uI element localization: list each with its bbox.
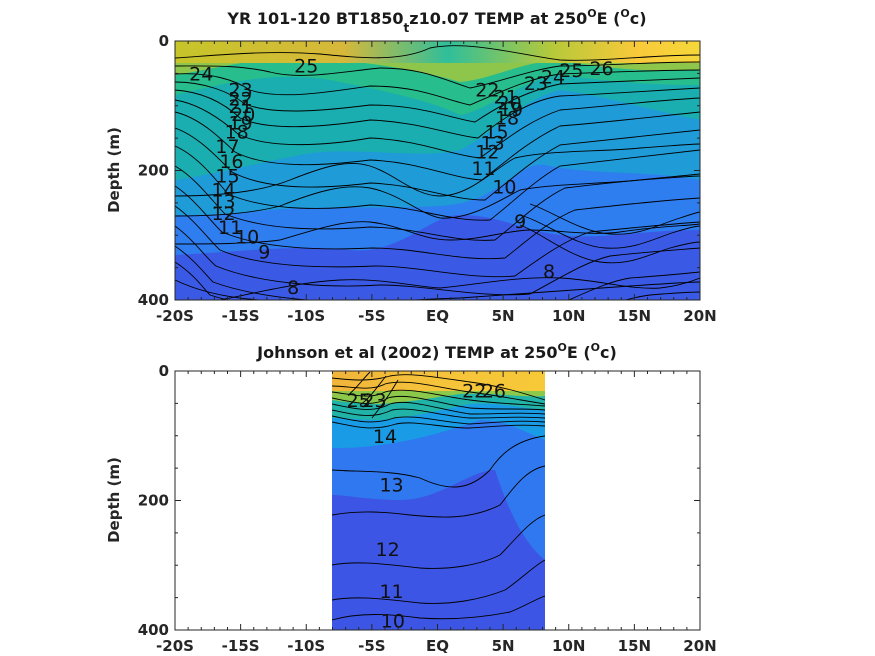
x-tick-label: -15S: [222, 307, 260, 325]
contour-label: 12: [376, 539, 400, 561]
contour-label: 8: [543, 261, 555, 283]
contour-label: 15: [215, 166, 239, 188]
x-tick-label: 20N: [683, 637, 716, 655]
contour-label: 26: [482, 380, 506, 402]
x-tick-label: -10S: [287, 637, 325, 655]
x-tick-label: -20S: [156, 307, 194, 325]
contour-label: 15: [484, 122, 508, 144]
contour-label: 21: [229, 96, 253, 118]
x-tick-label: 10N: [552, 637, 585, 655]
panel-2: Johnson et al (2002) TEMP at 250OE (Oc): [105, 341, 717, 655]
contour-label: 14: [373, 426, 397, 448]
contour-label: 13: [379, 474, 403, 496]
contour-label: 11: [379, 581, 403, 603]
contour-label: 21: [494, 87, 518, 109]
contour-label: 8: [287, 277, 299, 299]
contour-label: 10: [235, 227, 259, 249]
y-tick-label: 0: [159, 362, 169, 380]
contour-label: 9: [514, 211, 526, 233]
panel-1-contours: [175, 45, 700, 300]
contour-label: 18: [495, 107, 519, 129]
x-tick-label: 10N: [552, 307, 585, 325]
panel-2-ticks: -20S -15S -10S -5S EQ 5N 10N 15N 20N 0 200 400: [138, 362, 717, 655]
contour-label: 14: [211, 179, 235, 201]
x-tick-label: -15S: [222, 637, 260, 655]
contour-label: 12: [211, 203, 235, 225]
x-tick-label: 5N: [492, 637, 515, 655]
contour-label: 18: [225, 122, 249, 144]
panel-1: YR 101-120 BT1850tz10.07 TEMP at 250OE (…: [105, 7, 717, 325]
contour-label: 20: [498, 93, 522, 115]
contour-label: 19: [229, 113, 253, 135]
x-tick-label: -20S: [156, 637, 194, 655]
contour-label: 22: [229, 89, 253, 111]
panel-2-contours: [332, 371, 545, 621]
x-tick-label: 15N: [618, 637, 651, 655]
panel-2-ylabel: Depth (m): [105, 457, 123, 543]
x-tick-label: EQ: [426, 307, 449, 325]
x-tick-label: 20N: [683, 307, 716, 325]
x-tick-label: -5S: [358, 307, 385, 325]
y-tick-label: 400: [138, 621, 169, 639]
x-tick-label: 15N: [618, 307, 651, 325]
contour-label: 16: [219, 151, 243, 173]
panel-1-field: [175, 41, 700, 300]
x-tick-label: 5N: [492, 307, 515, 325]
contour-label: 11: [471, 158, 495, 180]
y-tick-label: 200: [138, 162, 169, 180]
panel-1-ticks: -20S -15S -10S -5S EQ 5N 10N 15N 20N 0 200 400: [138, 32, 717, 325]
panel-1-ylabel: Depth (m): [105, 127, 123, 213]
contour-label: 25: [559, 60, 583, 82]
contour-label: 23: [524, 73, 548, 95]
contour-label: 11: [218, 217, 242, 239]
contour-label: 20: [231, 104, 255, 126]
y-tick-label: 200: [138, 492, 169, 510]
contour-label: 10: [492, 177, 516, 199]
x-tick-label: -5S: [358, 637, 385, 655]
contour-label: 22: [475, 80, 499, 102]
y-tick-label: 0: [159, 32, 169, 50]
contour-label: 9: [258, 241, 270, 263]
contour-label: 12: [475, 142, 499, 164]
contour-label: 13: [481, 133, 505, 155]
panel-2-title: Johnson et al (2002) TEMP at 250OE (Oc): [256, 341, 617, 362]
x-tick-label: EQ: [426, 637, 449, 655]
contour-label: 23: [229, 80, 253, 102]
x-tick-label: -10S: [287, 307, 325, 325]
contour-label: 25: [347, 390, 371, 412]
contour-label: 26: [589, 58, 613, 80]
contour-label: 22: [462, 380, 486, 402]
contour-label: 23: [362, 390, 386, 412]
contour-label: 17: [215, 136, 239, 158]
contour-label: 24: [541, 67, 565, 89]
y-tick-label: 400: [138, 291, 169, 309]
contour-label: 19: [499, 99, 523, 121]
contour-label: 25: [294, 56, 318, 78]
panel-1-title: YR 101-120 BT1850tz10.07 TEMP at 250OE (…: [226, 7, 646, 35]
contour-label: 13: [211, 191, 235, 213]
contour-label: 24: [189, 63, 213, 85]
contour-label: 10: [381, 610, 405, 632]
